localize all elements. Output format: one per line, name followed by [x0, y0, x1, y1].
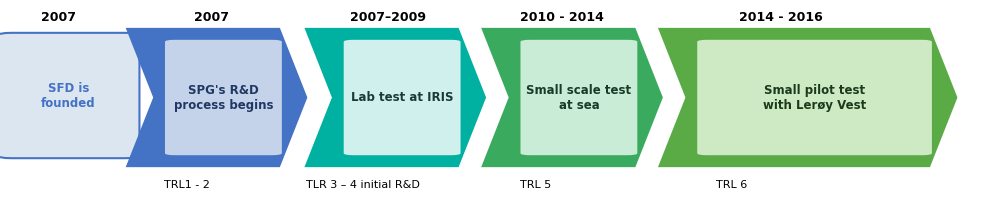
FancyBboxPatch shape — [520, 40, 637, 155]
Text: TLR 3 – 4 initial R&D: TLR 3 – 4 initial R&D — [306, 180, 420, 190]
Text: 2007: 2007 — [193, 11, 229, 24]
FancyBboxPatch shape — [697, 40, 932, 155]
Text: 2007: 2007 — [41, 11, 77, 24]
Text: 2007–2009: 2007–2009 — [350, 11, 426, 24]
Text: TRL 5: TRL 5 — [519, 180, 551, 190]
Text: TRL1 - 2: TRL1 - 2 — [164, 180, 209, 190]
Text: Lab test at IRIS: Lab test at IRIS — [351, 91, 454, 104]
Polygon shape — [658, 28, 957, 167]
FancyBboxPatch shape — [165, 40, 282, 155]
Polygon shape — [126, 28, 307, 167]
Text: Small scale test
at sea: Small scale test at sea — [526, 84, 631, 111]
Text: SPG's R&D
process begins: SPG's R&D process begins — [174, 84, 273, 111]
Polygon shape — [304, 28, 486, 167]
Text: 2014 - 2016: 2014 - 2016 — [738, 11, 823, 24]
FancyBboxPatch shape — [344, 40, 461, 155]
Text: 2010 - 2014: 2010 - 2014 — [519, 11, 604, 24]
FancyBboxPatch shape — [0, 33, 139, 158]
Text: SFD is
founded: SFD is founded — [41, 82, 95, 109]
Text: Small pilot test
with Lerøy Vest: Small pilot test with Lerøy Vest — [763, 84, 866, 111]
Polygon shape — [481, 28, 663, 167]
Text: TRL 6: TRL 6 — [716, 180, 747, 190]
